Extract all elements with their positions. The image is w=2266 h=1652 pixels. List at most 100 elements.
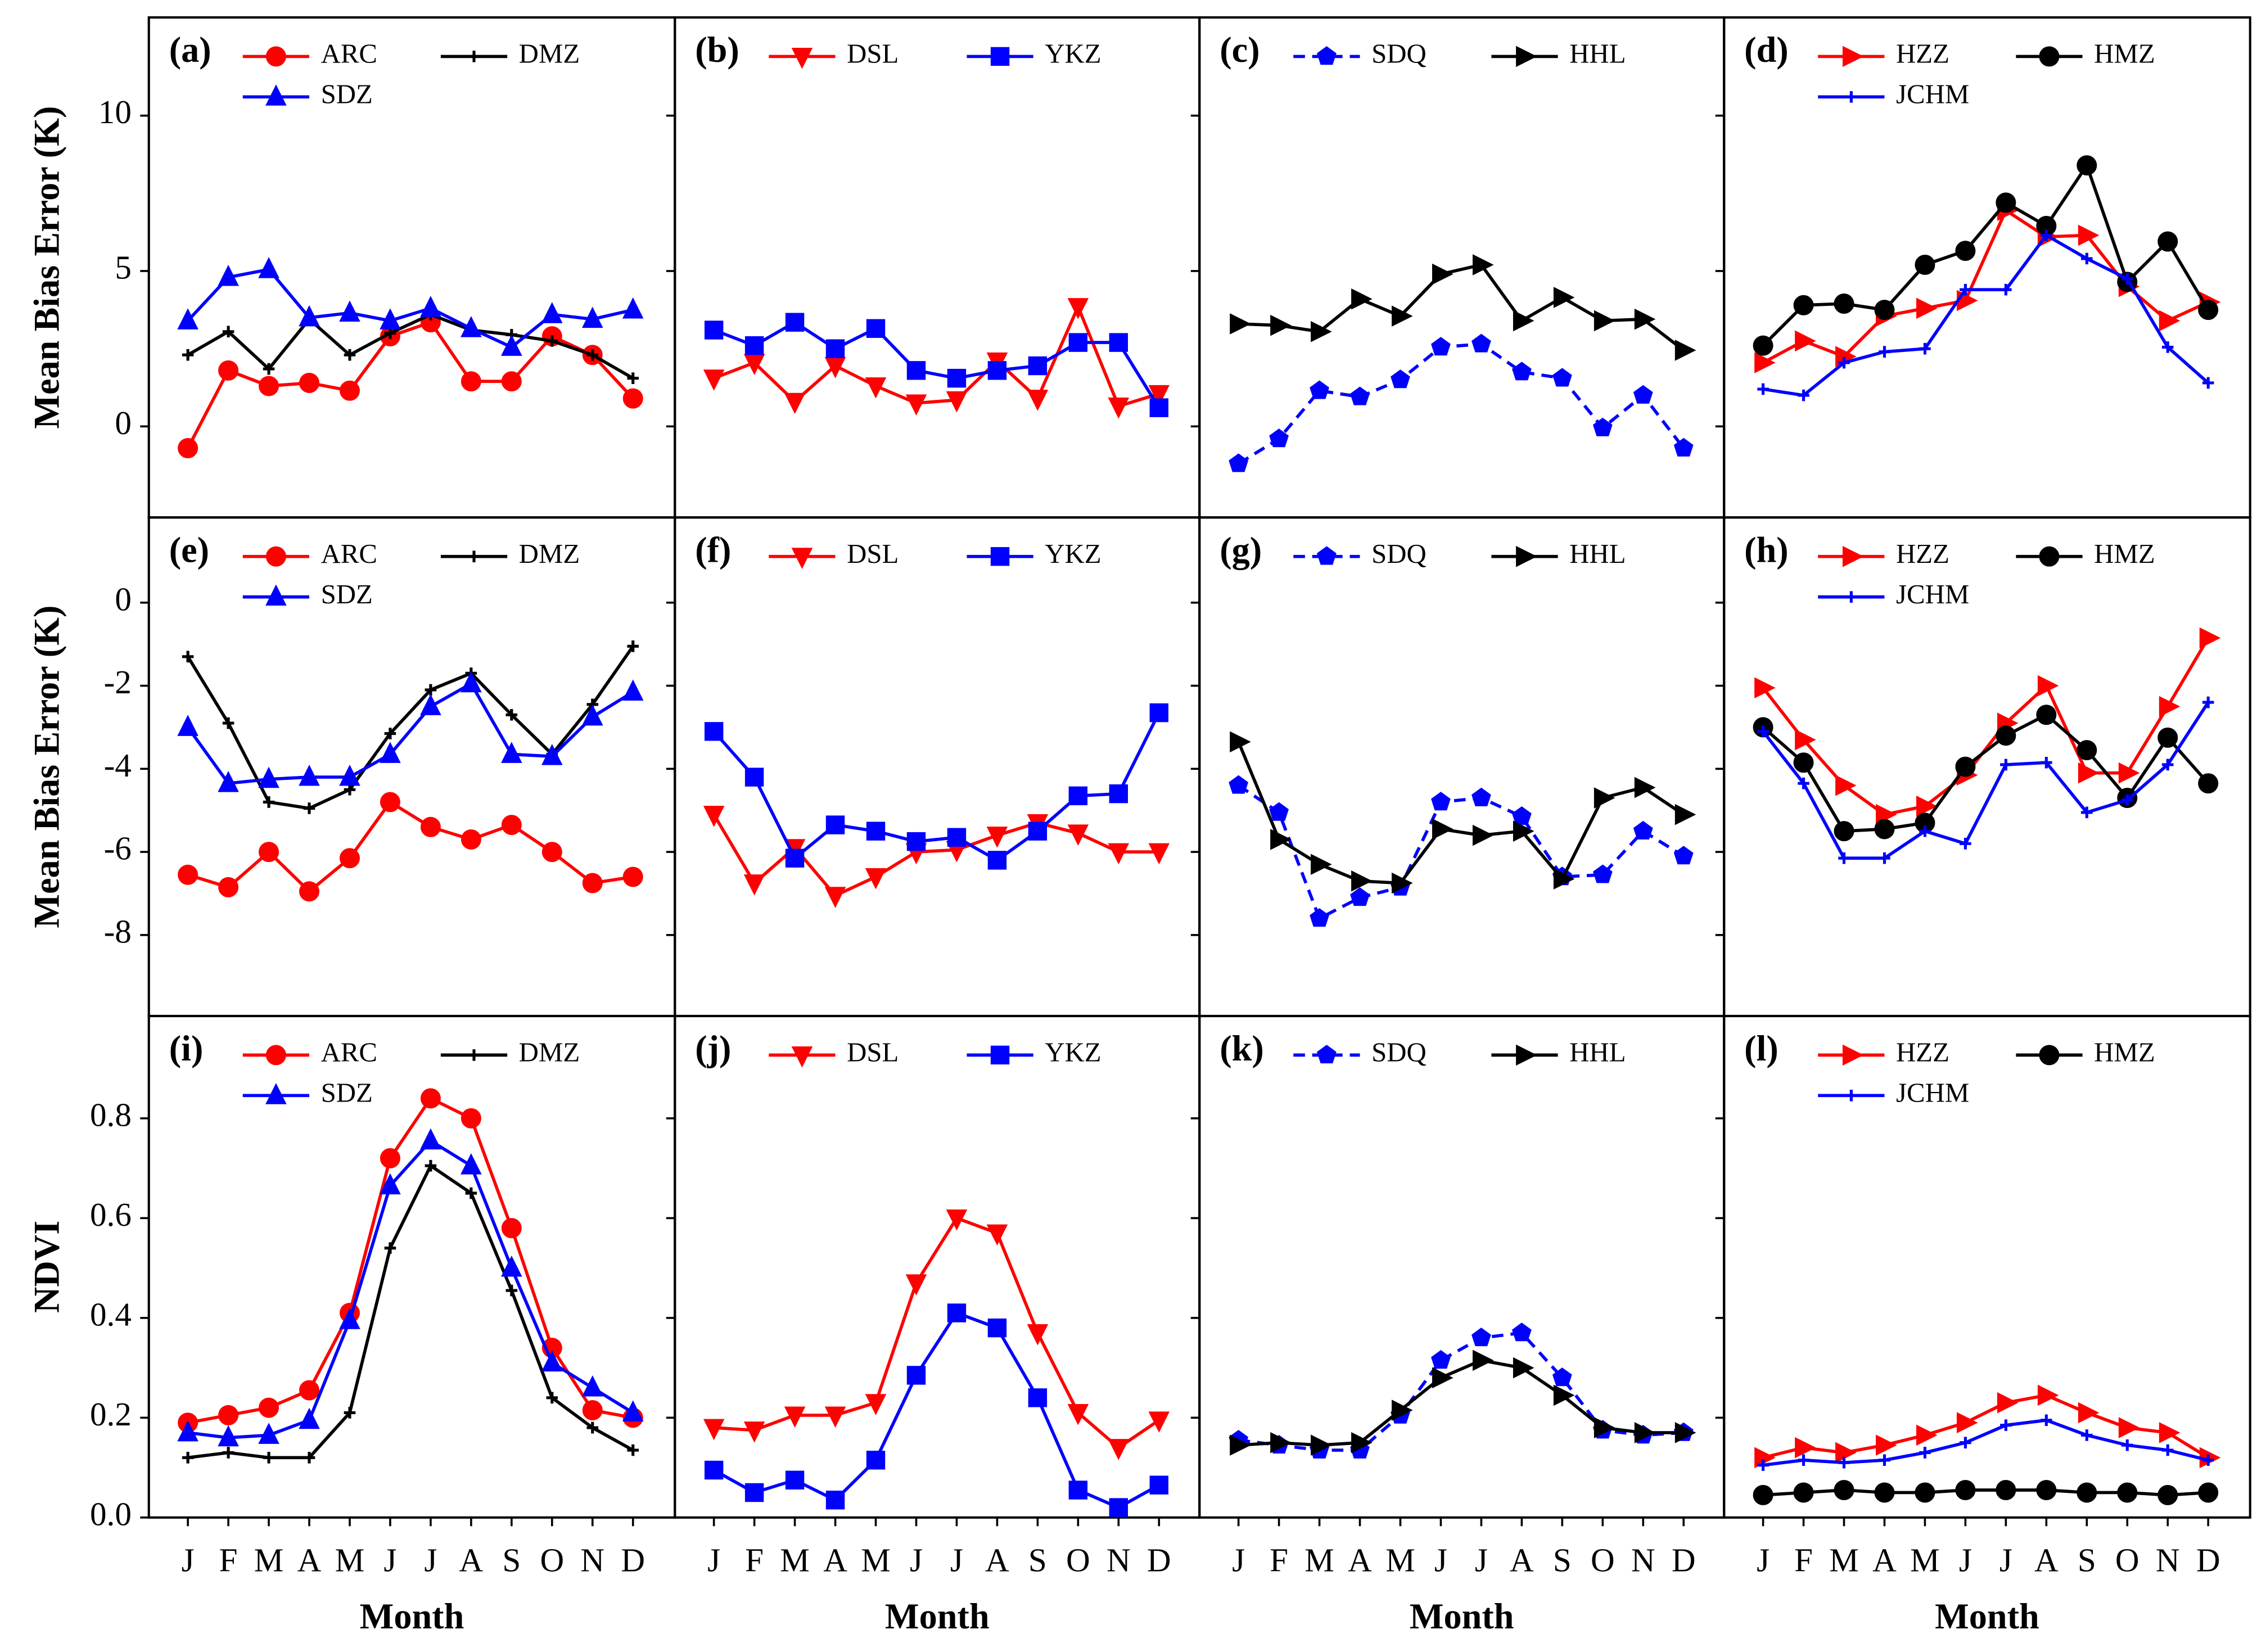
marker <box>218 360 239 381</box>
marker <box>703 806 725 827</box>
marker <box>905 394 927 416</box>
legend-label: JCHM <box>1896 79 1969 110</box>
marker <box>263 1452 275 1464</box>
marker <box>704 321 724 340</box>
x-tick-label: D <box>1147 1542 1171 1579</box>
marker <box>2157 727 2178 748</box>
marker <box>425 684 437 696</box>
marker <box>1915 254 1935 275</box>
marker <box>1673 846 1694 865</box>
marker <box>2000 1419 2012 1431</box>
marker <box>866 822 886 841</box>
x-tick-label: A <box>1510 1542 1534 1579</box>
marker <box>987 851 1007 870</box>
marker <box>1148 1411 1170 1433</box>
x-tick-label: J <box>910 1542 923 1579</box>
marker <box>2117 1482 2138 1503</box>
x-tick-label: D <box>2196 1542 2220 1579</box>
marker <box>1879 346 1890 358</box>
marker <box>1068 1481 1088 1500</box>
y-axis-label: Mean Bias Error (K) <box>27 106 67 429</box>
marker <box>501 371 522 392</box>
panel-label: (j) <box>695 1028 731 1068</box>
marker <box>582 873 603 893</box>
panel-label: (b) <box>695 30 739 70</box>
marker <box>622 679 644 701</box>
legend-marker <box>265 546 286 567</box>
marker <box>2159 310 2181 332</box>
marker <box>704 722 724 741</box>
marker <box>743 874 765 896</box>
marker <box>1633 385 1653 404</box>
marker <box>2078 224 2100 246</box>
marker <box>2159 696 2181 717</box>
marker <box>1392 305 1413 327</box>
marker <box>505 708 518 721</box>
marker <box>541 744 563 765</box>
marker <box>461 316 482 337</box>
marker <box>546 335 558 347</box>
marker <box>380 792 400 813</box>
x-tick-label: J <box>383 1542 396 1579</box>
marker <box>785 848 805 868</box>
y-axis-label: Mean Bias Error (K) <box>27 606 67 928</box>
panel-label: (k) <box>1220 1028 1264 1068</box>
marker <box>2041 229 2052 241</box>
legend-marker <box>265 1083 287 1104</box>
marker <box>1392 1400 1413 1421</box>
legend-marker <box>1842 1044 1864 1066</box>
marker <box>1513 310 1534 332</box>
marker <box>1795 330 1816 352</box>
panel-label: (h) <box>1744 530 1789 570</box>
marker <box>384 1242 396 1254</box>
marker <box>1835 775 1857 796</box>
panel: (d) HZZ HMZ JCHM <box>1715 16 2251 519</box>
marker <box>1471 1328 1491 1347</box>
legend-marker <box>1842 46 1864 67</box>
y-tick-label: 0.0 <box>90 1495 132 1532</box>
x-tick-label: A <box>297 1542 322 1579</box>
y-tick-label: 10 <box>98 93 132 130</box>
legend-marker <box>1845 91 1857 103</box>
panel-frame <box>674 516 1201 1018</box>
marker <box>785 313 805 332</box>
marker <box>824 887 846 908</box>
marker <box>461 671 482 693</box>
legend-label: HMZ <box>2094 38 2155 69</box>
marker <box>1916 297 1938 319</box>
marker <box>344 1407 356 1419</box>
legend-label: DMZ <box>519 1037 580 1068</box>
legend-label: DSL <box>847 538 899 569</box>
marker <box>581 1375 603 1397</box>
legend-label: JCHM <box>1896 1077 1969 1108</box>
x-tick-label: M <box>254 1542 284 1579</box>
series-line <box>1238 784 1685 921</box>
marker <box>501 335 522 356</box>
marker <box>2121 1439 2133 1451</box>
marker <box>1673 437 1694 457</box>
marker <box>1511 1322 1532 1342</box>
x-axis-label: Month <box>360 1596 464 1636</box>
marker <box>1798 389 1809 401</box>
legend-label: DMZ <box>519 538 580 569</box>
marker <box>1793 295 1814 315</box>
marker <box>299 1407 320 1429</box>
marker <box>2037 675 2059 697</box>
marker <box>1795 729 1816 751</box>
x-tick-label: J <box>950 1542 963 1579</box>
panel-frame <box>1723 1014 2251 1519</box>
marker <box>627 372 639 384</box>
marker <box>1351 870 1373 892</box>
panel: (g) SDQ HHL <box>1190 516 1726 1018</box>
legend-marker <box>990 547 1010 566</box>
marker <box>744 336 764 355</box>
marker <box>1956 1412 1978 1433</box>
legend-marker <box>2039 1045 2060 1066</box>
marker <box>1798 777 1809 789</box>
legend-marker <box>265 46 286 67</box>
legend-marker <box>1845 1090 1857 1102</box>
marker <box>1351 1432 1373 1454</box>
marker <box>627 1444 639 1456</box>
